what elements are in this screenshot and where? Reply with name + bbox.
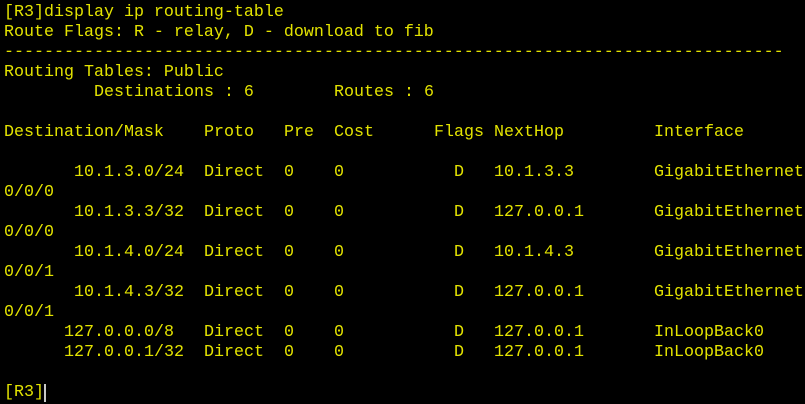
- route-interface-wrap: 0/0/1: [4, 263, 54, 282]
- route-pre: 0: [284, 203, 294, 222]
- command-line: [R3]display ip routing-table: [4, 3, 284, 22]
- route-destination: 127.0.0.1/32: [64, 343, 184, 362]
- route-pre: 0: [284, 283, 294, 302]
- routes-count: Routes : 6: [334, 83, 434, 102]
- route-pre: 0: [284, 323, 294, 342]
- route-interface: GigabitEthernet: [654, 243, 804, 262]
- route-flags-legend: Route Flags: R - relay, D - download to …: [4, 23, 434, 42]
- route-proto: Direct: [204, 283, 264, 302]
- route-nexthop: 127.0.0.1: [494, 283, 584, 302]
- route-pre: 0: [284, 163, 294, 182]
- route-cost: 0: [334, 323, 344, 342]
- column-header-cost: Cost: [334, 123, 374, 142]
- route-interface: InLoopBack0: [654, 343, 764, 362]
- route-proto: Direct: [204, 343, 264, 362]
- route-destination: 10.1.3.0/24: [74, 163, 184, 182]
- route-interface-wrap: 0/0/0: [4, 223, 54, 242]
- route-cost: 0: [334, 283, 344, 302]
- column-header-destination: Destination/Mask: [4, 123, 164, 142]
- route-pre: 0: [284, 243, 294, 262]
- route-flags: D: [454, 283, 464, 302]
- column-header-pre: Pre: [284, 123, 314, 142]
- route-nexthop: 127.0.0.1: [494, 203, 584, 222]
- destinations-count: Destinations : 6: [94, 83, 254, 102]
- route-pre: 0: [284, 343, 294, 362]
- route-nexthop: 10.1.4.3: [494, 243, 574, 262]
- route-flags: D: [454, 243, 464, 262]
- route-interface: GigabitEthernet: [654, 203, 804, 222]
- route-flags: D: [454, 203, 464, 222]
- route-destination: 10.1.3.3/32: [74, 203, 184, 222]
- route-flags: D: [454, 323, 464, 342]
- route-nexthop: 127.0.0.1: [494, 343, 584, 362]
- routing-tables-title: Routing Tables: Public: [4, 63, 224, 82]
- route-proto: Direct: [204, 243, 264, 262]
- route-cost: 0: [334, 243, 344, 262]
- route-destination: 127.0.0.0/8: [64, 323, 174, 342]
- route-flags: D: [454, 163, 464, 182]
- route-proto: Direct: [204, 323, 264, 342]
- route-cost: 0: [334, 203, 344, 222]
- route-proto: Direct: [204, 203, 264, 222]
- column-header-flags: Flags: [434, 123, 484, 142]
- route-nexthop: 10.1.3.3: [494, 163, 574, 182]
- separator-line: ----------------------------------------…: [4, 43, 784, 62]
- route-nexthop: 127.0.0.1: [494, 323, 584, 342]
- command-prompt: [R3]: [4, 383, 44, 402]
- column-header-nexthop: NextHop: [494, 123, 564, 142]
- route-proto: Direct: [204, 163, 264, 182]
- route-flags: D: [454, 343, 464, 362]
- route-cost: 0: [334, 343, 344, 362]
- route-interface: GigabitEthernet: [654, 283, 804, 302]
- route-destination: 10.1.4.0/24: [74, 243, 184, 262]
- route-interface: InLoopBack0: [654, 323, 764, 342]
- route-interface-wrap: 0/0/1: [4, 303, 54, 322]
- route-interface: GigabitEthernet: [654, 163, 804, 182]
- route-cost: 0: [334, 163, 344, 182]
- column-header-interface: Interface: [654, 123, 744, 142]
- text-cursor[interactable]: [44, 384, 46, 402]
- route-interface-wrap: 0/0/0: [4, 183, 54, 202]
- column-header-proto: Proto: [204, 123, 254, 142]
- route-destination: 10.1.4.3/32: [74, 283, 184, 302]
